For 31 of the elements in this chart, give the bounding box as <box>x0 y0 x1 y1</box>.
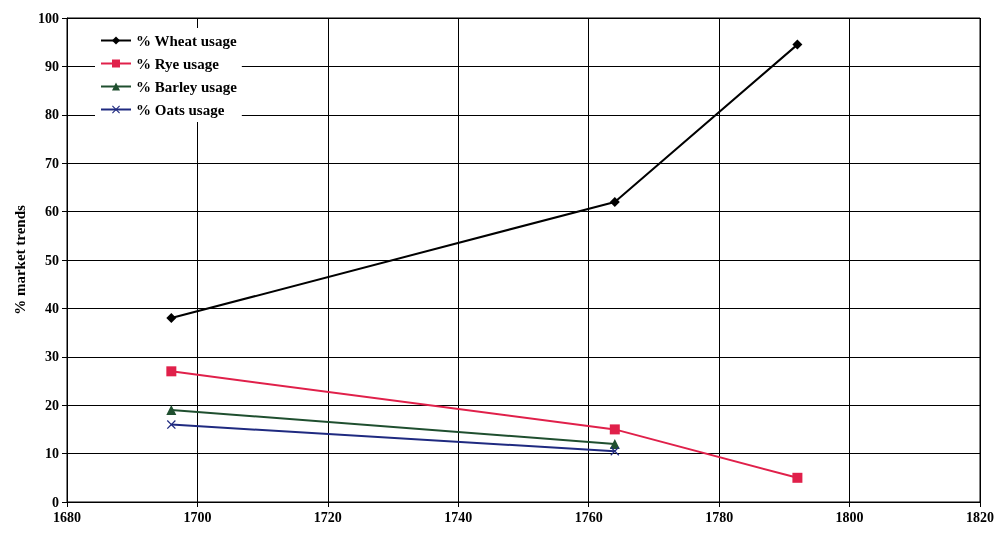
legend-label: % Rye usage <box>136 55 220 72</box>
x-tick-label: 1720 <box>313 509 342 525</box>
x-tick-label: 1780 <box>705 509 734 525</box>
point <box>609 196 620 207</box>
point <box>792 472 803 483</box>
x-tick-label: 1760 <box>574 509 603 525</box>
y-tick-label: 10 <box>45 446 59 462</box>
y-tick-label: 100 <box>38 10 59 26</box>
y-tick-label: 60 <box>45 204 59 220</box>
y-tick-label: 40 <box>45 300 59 316</box>
x-tick-label: 1680 <box>53 509 81 525</box>
x-tick-label: 1800 <box>835 509 864 525</box>
point <box>166 366 177 377</box>
y-tick-label: 90 <box>45 58 59 74</box>
y-tick-label: 30 <box>45 349 59 365</box>
x-tick-label: 1740 <box>444 509 473 525</box>
point <box>609 424 620 435</box>
x-tick-label: 1820 <box>966 509 994 525</box>
y-axis-title: % market trends <box>11 204 28 315</box>
y-tick-label: 20 <box>45 397 59 413</box>
point <box>792 39 803 50</box>
point <box>166 313 177 324</box>
point <box>166 420 176 430</box>
y-tick-label: 80 <box>45 107 59 123</box>
legend-label: % Oats usage <box>136 101 225 118</box>
y-tick-label: 50 <box>45 252 59 268</box>
y-tick-label: 0 <box>52 494 59 510</box>
legend-label: % Wheat usage <box>136 32 237 49</box>
x-tick-label: 1700 <box>183 509 212 525</box>
y-tick-label: 70 <box>45 155 59 171</box>
legend-label: % Barley usage <box>136 78 238 95</box>
